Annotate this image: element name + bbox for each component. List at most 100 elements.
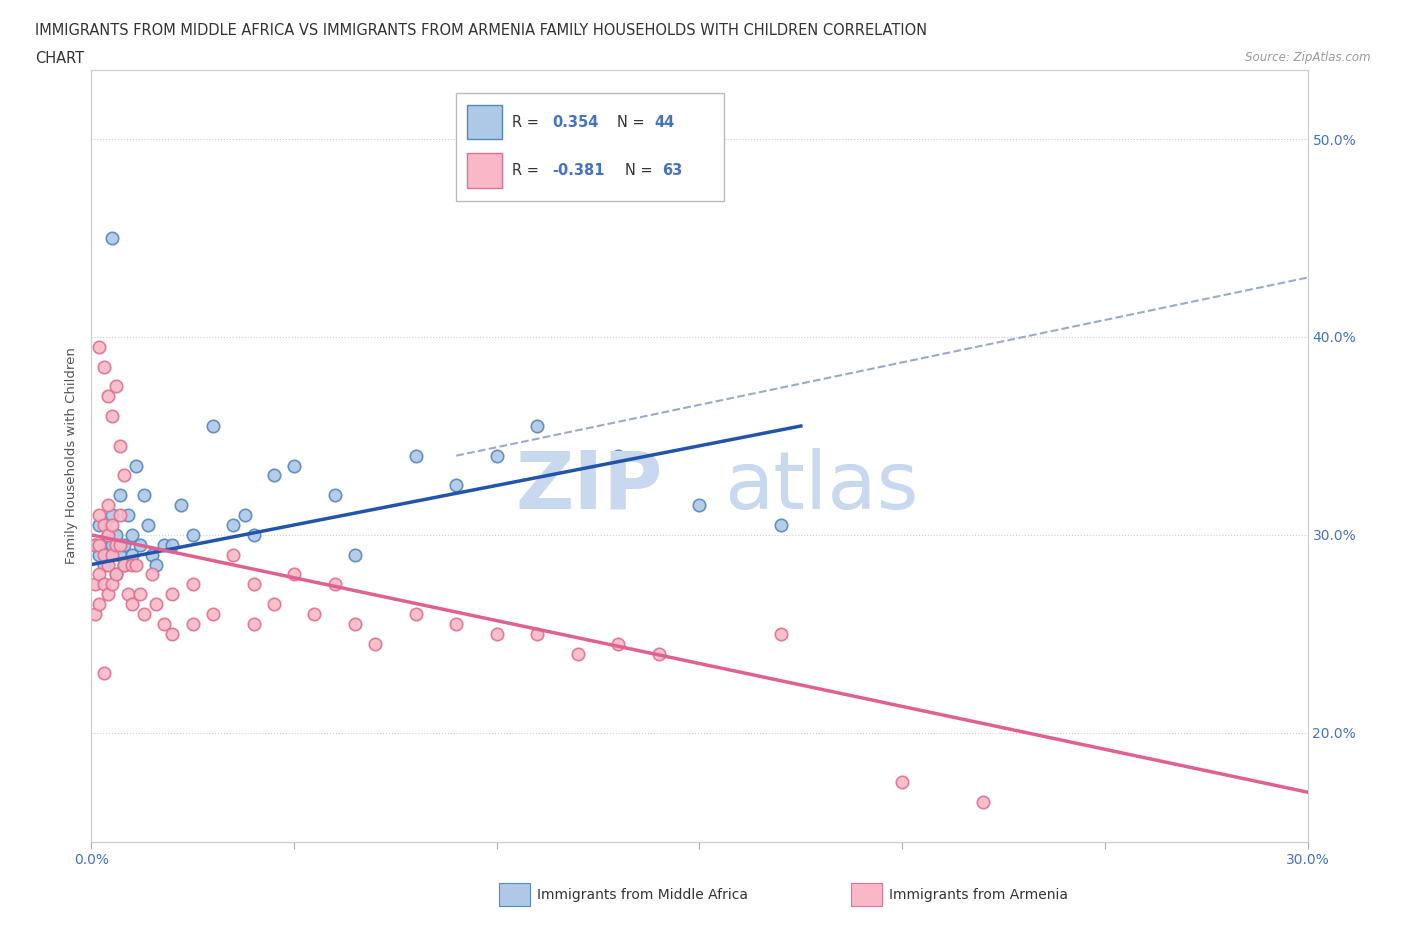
Point (283, 567, 305, 582)
Text: 44: 44 (654, 114, 675, 129)
Point (89, 339, 111, 354)
Point (132, 488, 155, 503)
Point (145, 597, 167, 612)
Point (688, 498, 710, 512)
Text: 63: 63 (662, 163, 682, 179)
Point (112, 557, 135, 572)
Point (93, 517, 115, 532)
Point (343, 617, 366, 631)
Point (444, 617, 467, 631)
Point (567, 646, 589, 661)
Point (104, 527, 127, 542)
Point (263, 468, 285, 483)
Point (607, 636, 630, 651)
Point (181, 527, 204, 542)
Point (242, 527, 264, 542)
Text: -0.381: -0.381 (553, 163, 605, 179)
Point (132, 606, 155, 621)
Point (108, 488, 131, 503)
Point (100, 547, 122, 562)
Point (222, 547, 245, 562)
Point (84, 538, 107, 552)
Point (235, 508, 257, 523)
Point (89, 517, 111, 532)
Point (93, 538, 115, 552)
Text: IMMIGRANTS FROM MIDDLE AFRICA VS IMMIGRANTS FROM ARMENIA FAMILY HOUSEHOLDS WITH : IMMIGRANTS FROM MIDDLE AFRICA VS IMMIGRA… (35, 23, 928, 38)
Point (323, 577, 346, 591)
Point (100, 577, 122, 591)
Text: R =: R = (512, 114, 540, 129)
Point (444, 478, 467, 493)
Point (121, 597, 143, 612)
Point (526, 418, 548, 433)
Text: Immigrants from Middle Africa: Immigrants from Middle Africa (537, 887, 748, 902)
Point (121, 547, 143, 562)
Point (97, 527, 120, 542)
Point (97, 557, 120, 572)
Point (169, 498, 191, 512)
Point (97, 389, 120, 404)
Text: 0.354: 0.354 (553, 114, 599, 129)
Point (129, 538, 152, 552)
Text: ZIP: ZIP (516, 447, 664, 525)
Point (283, 458, 305, 473)
Point (769, 517, 792, 532)
Point (364, 636, 387, 651)
Point (93, 557, 115, 572)
Point (162, 538, 184, 552)
Point (263, 597, 285, 612)
Point (153, 617, 176, 631)
Point (112, 468, 135, 483)
Point (97, 498, 120, 512)
Point (145, 557, 167, 572)
Point (104, 567, 127, 582)
Point (526, 627, 548, 642)
Text: N =: N = (617, 114, 644, 129)
Point (89, 567, 111, 582)
Point (141, 567, 163, 582)
Point (323, 488, 346, 503)
Text: Immigrants from Armenia: Immigrants from Armenia (889, 887, 1067, 902)
Text: atlas: atlas (724, 447, 918, 525)
Point (100, 408, 122, 423)
Point (89, 508, 111, 523)
Point (104, 379, 127, 394)
Point (97, 547, 120, 562)
Point (108, 508, 131, 523)
Point (108, 538, 131, 552)
Point (108, 438, 131, 453)
Point (100, 508, 122, 523)
FancyBboxPatch shape (456, 93, 724, 201)
Point (125, 458, 148, 473)
Point (89, 538, 111, 552)
Text: CHART: CHART (35, 51, 84, 66)
Point (222, 517, 245, 532)
Point (485, 448, 508, 463)
Point (405, 606, 427, 621)
Point (162, 587, 184, 602)
Point (141, 547, 163, 562)
Point (153, 538, 176, 552)
Point (242, 617, 264, 631)
Point (112, 538, 135, 552)
Point (84, 577, 107, 591)
Point (89, 597, 111, 612)
Point (93, 547, 115, 562)
Point (117, 587, 139, 602)
Point (181, 577, 204, 591)
Point (125, 557, 148, 572)
FancyBboxPatch shape (467, 153, 502, 188)
Point (202, 418, 225, 433)
Point (242, 577, 264, 591)
Text: N =: N = (624, 163, 652, 179)
Point (93, 577, 115, 591)
Point (84, 538, 107, 552)
FancyBboxPatch shape (467, 105, 502, 140)
Point (104, 567, 127, 582)
Point (485, 627, 508, 642)
Point (117, 508, 139, 523)
Point (97, 587, 120, 602)
Point (162, 627, 184, 642)
Point (202, 606, 225, 621)
Text: R =: R = (512, 163, 540, 179)
